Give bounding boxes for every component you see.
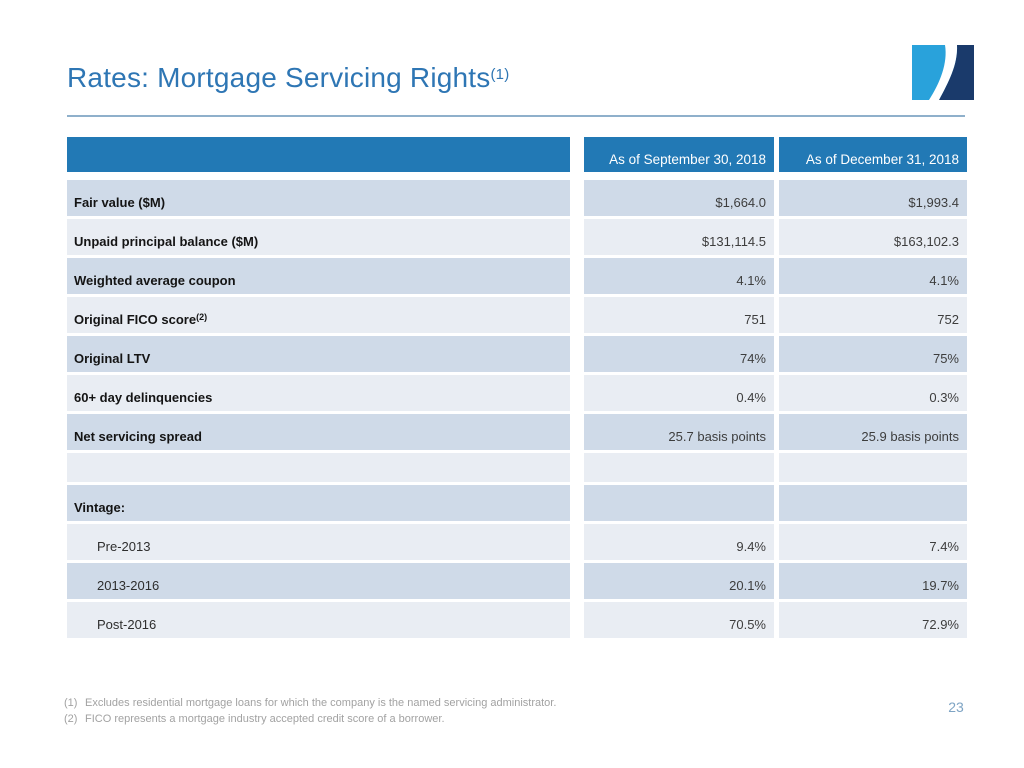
column-gap xyxy=(570,336,584,372)
row-label: Vintage: xyxy=(67,485,570,521)
table-header-row: As of September 30, 2018 As of December … xyxy=(67,137,967,172)
value-dec-2018: 752 xyxy=(779,297,967,333)
slide-title-footnote-ref: (1) xyxy=(490,66,510,83)
logo-navy-shape xyxy=(939,45,974,100)
row-label: Net servicing spread xyxy=(67,414,570,450)
value-dec-2018: $1,993.4 xyxy=(779,180,967,216)
footnote-1: (1) Excludes residential mortgage loans … xyxy=(64,695,556,711)
column-gap xyxy=(570,258,584,294)
row-label: Weighted average coupon xyxy=(67,258,570,294)
column-gap xyxy=(570,485,584,521)
row-label: 60+ day delinquencies xyxy=(67,375,570,411)
table-row: Original LTV 74% 75% xyxy=(67,336,967,372)
value-sep-2018: 20.1% xyxy=(584,563,774,599)
column-gap xyxy=(570,524,584,560)
value-dec-2018: 4.1% xyxy=(779,258,967,294)
footnote-number: (2) xyxy=(64,713,78,725)
value-sep-2018: $1,664.0 xyxy=(584,180,774,216)
column-gap xyxy=(570,297,584,333)
footnotes: (1) Excludes residential mortgage loans … xyxy=(64,695,556,727)
table-row: 60+ day delinquencies 0.4% 0.3% xyxy=(67,375,967,411)
column-gap xyxy=(570,453,584,482)
value-sep-2018 xyxy=(584,453,774,482)
value-sep-2018: 25.7 basis points xyxy=(584,414,774,450)
header-sep-2018: As of September 30, 2018 xyxy=(584,137,774,172)
column-gap xyxy=(570,602,584,638)
value-dec-2018: 0.3% xyxy=(779,375,967,411)
value-dec-2018: 25.9 basis points xyxy=(779,414,967,450)
column-gap xyxy=(570,414,584,450)
slide-title-text: Rates: Mortgage Servicing Rights xyxy=(67,62,491,93)
row-label: Fair value ($M) xyxy=(67,180,570,216)
row-label: Unpaid principal balance ($M) xyxy=(67,219,570,255)
table-row: Unpaid principal balance ($M) $131,114.5… xyxy=(67,219,967,255)
row-label: Pre-2013 xyxy=(67,524,570,560)
header-dec-2018: As of December 31, 2018 xyxy=(779,137,967,172)
value-sep-2018 xyxy=(584,485,774,521)
column-gap xyxy=(570,180,584,216)
value-dec-2018: 19.7% xyxy=(779,563,967,599)
value-sep-2018: 751 xyxy=(584,297,774,333)
logo-swoosh xyxy=(929,45,958,100)
row-label: Post-2016 xyxy=(67,602,570,638)
value-sep-2018: 74% xyxy=(584,336,774,372)
value-sep-2018: $131,114.5 xyxy=(584,219,774,255)
row-label: Original LTV xyxy=(67,336,570,372)
footnote-2: (2) FICO represents a mortgage industry … xyxy=(64,711,556,727)
msr-table: As of September 30, 2018 As of December … xyxy=(67,137,967,641)
value-dec-2018: 72.9% xyxy=(779,602,967,638)
column-gap xyxy=(570,375,584,411)
value-dec-2018 xyxy=(779,453,967,482)
table-row-spacer xyxy=(67,453,967,482)
value-sep-2018: 9.4% xyxy=(584,524,774,560)
row-label: 2013-2016 xyxy=(67,563,570,599)
value-dec-2018: $163,102.3 xyxy=(779,219,967,255)
table-row: Pre-2013 9.4% 7.4% xyxy=(67,524,967,560)
table-row: Fair value ($M) $1,664.0 $1,993.4 xyxy=(67,180,967,216)
row-label: Original FICO score(2) xyxy=(67,297,570,333)
table-row: Original FICO score(2) 751 752 xyxy=(67,297,967,333)
column-gap xyxy=(570,137,584,172)
column-gap xyxy=(570,219,584,255)
footnote-text: FICO represents a mortgage industry acce… xyxy=(85,713,445,725)
value-sep-2018: 70.5% xyxy=(584,602,774,638)
row-label xyxy=(67,453,570,482)
page-number: 23 xyxy=(948,699,964,715)
slide-title: Rates: Mortgage Servicing Rights(1) xyxy=(67,62,509,94)
table-row: Post-2016 70.5% 72.9% xyxy=(67,602,967,638)
value-sep-2018: 4.1% xyxy=(584,258,774,294)
value-dec-2018: 7.4% xyxy=(779,524,967,560)
table-row-section-vintage: Vintage: xyxy=(67,485,967,521)
table-row: 2013-2016 20.1% 19.7% xyxy=(67,563,967,599)
value-sep-2018: 0.4% xyxy=(584,375,774,411)
column-gap xyxy=(570,563,584,599)
table-row: Weighted average coupon 4.1% 4.1% xyxy=(67,258,967,294)
header-blank-cell xyxy=(67,137,570,172)
value-dec-2018: 75% xyxy=(779,336,967,372)
company-logo xyxy=(912,45,974,100)
footnote-text: Excludes residential mortgage loans for … xyxy=(85,697,557,709)
value-dec-2018 xyxy=(779,485,967,521)
title-divider xyxy=(67,115,965,117)
table-row: Net servicing spread 25.7 basis points 2… xyxy=(67,414,967,450)
footnote-number: (1) xyxy=(64,697,78,709)
